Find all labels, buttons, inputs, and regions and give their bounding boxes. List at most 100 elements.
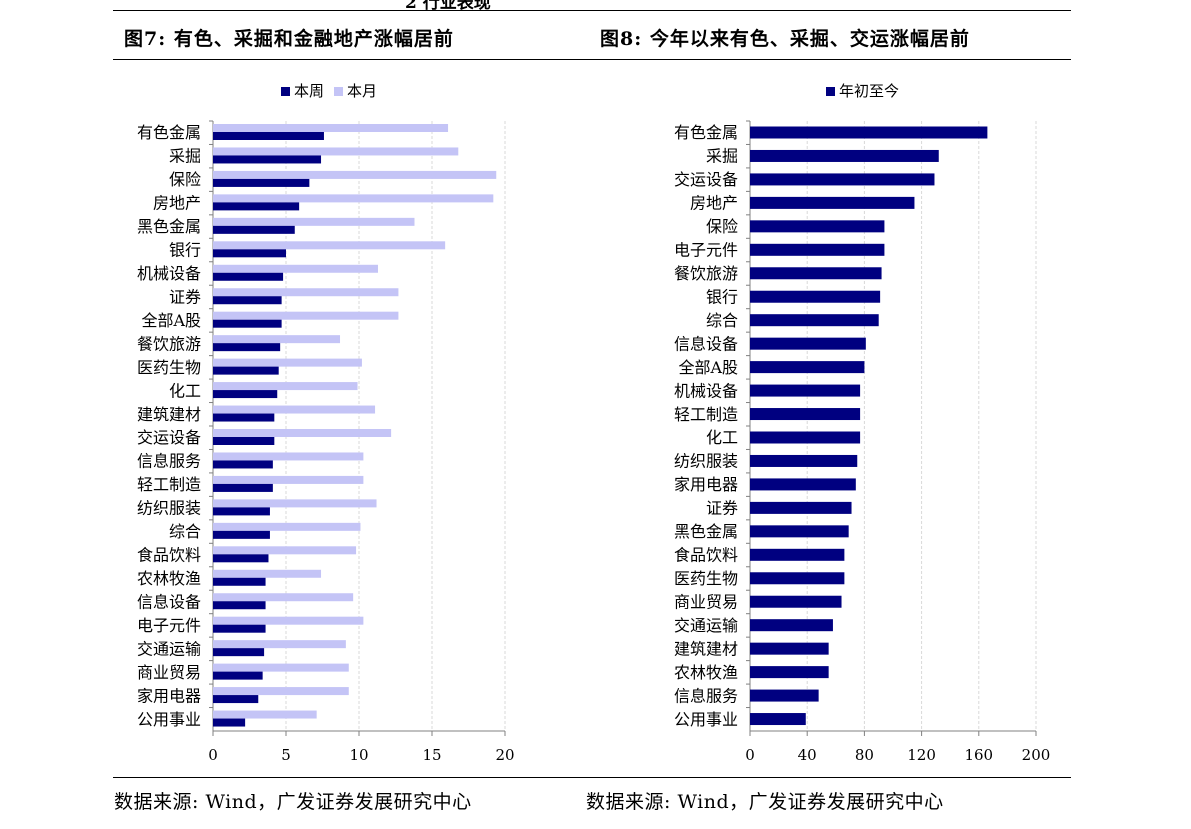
left-bar-week (213, 695, 259, 704)
left-category-label: 交通运输 (137, 639, 201, 658)
right-category-label: 轻工制造 (674, 405, 738, 424)
right-bar-ytd (750, 361, 865, 374)
left-bar-week (213, 530, 270, 539)
right-bar-ytd (750, 267, 882, 280)
right-bar-ytd (750, 126, 988, 139)
left-bar-month (213, 663, 349, 672)
left-bar-month (213, 311, 399, 320)
right-bar-ytd (750, 431, 861, 444)
right-category-label: 信息设备 (674, 334, 738, 353)
right-bar-ytd (750, 642, 829, 655)
left-category-label: 证券 (169, 287, 201, 306)
left-bar-week (213, 155, 322, 164)
right-category-label: 商业贸易 (674, 592, 738, 611)
left-category-label: 纺织服装 (137, 499, 201, 518)
left-category-label: 全部A股 (141, 311, 201, 330)
right-legend-label: 年初至今 (839, 82, 899, 100)
right-category-label: 电子元件 (674, 241, 738, 260)
right-bar-ytd (750, 572, 845, 585)
right-category-label: 纺织服装 (674, 452, 738, 471)
left-bar-week (213, 225, 295, 234)
left-legend-label: 本月 (347, 82, 377, 100)
left-bar-week (213, 272, 284, 281)
bottom-rule (113, 777, 1071, 778)
left-bar-week (213, 507, 270, 516)
right-bar-ytd (750, 220, 885, 233)
right-category-label: 全部A股 (678, 358, 738, 377)
left-bar-week (213, 296, 282, 305)
left-figure-title: 图7: 有色、采掘和金融地产涨幅居前 (124, 28, 454, 50)
right-bar-ytd (750, 548, 845, 561)
right-category-label: 交运设备 (674, 170, 738, 189)
right-bar-ytd (750, 408, 861, 421)
right-x-tick-label: 0 (745, 746, 755, 764)
left-category-label: 电子元件 (137, 616, 201, 635)
left-bar-week (213, 249, 286, 258)
left-category-label: 信息设备 (137, 592, 201, 611)
right-bar-ytd (750, 243, 885, 256)
left-bar-month (213, 382, 358, 391)
left-bar-month (213, 569, 322, 578)
right-x-tick-label: 40 (798, 746, 817, 764)
left-bar-month (213, 710, 317, 719)
right-category-label: 综合 (706, 311, 738, 330)
left-bar-month (213, 522, 361, 531)
left-category-label: 化工 (169, 381, 201, 400)
right-bar-chart: 0 40 80 120 160 200 有色金属采掘交运设备房地产保险电子元件餐饮旅游银行综… (674, 82, 1050, 764)
right-category-label: 信息服务 (674, 686, 738, 705)
top-rule (113, 10, 1071, 11)
left-category-label: 信息服务 (137, 452, 201, 471)
right-bar-ytd (750, 290, 881, 303)
section-heading-fragment: 2 行业表现 (405, 0, 491, 13)
left-category-label: 交运设备 (137, 428, 201, 447)
left-bar-month (213, 170, 497, 179)
right-category-label: 化工 (706, 428, 738, 447)
left-category-label: 轻工制造 (137, 475, 201, 494)
left-x-tick-label: 10 (349, 746, 368, 764)
right-category-label: 采掘 (706, 147, 738, 166)
left-bar-week (213, 460, 273, 469)
right-category-label: 食品饮料 (674, 546, 738, 565)
left-category-label: 建筑建材 (137, 405, 201, 424)
right-bar-ytd (750, 666, 829, 679)
right-category-label: 家用电器 (674, 475, 738, 494)
right-x-tick-label: 160 (964, 746, 993, 764)
left-bar-week (213, 202, 300, 211)
left-bar-week (213, 319, 282, 328)
left-bar-week (213, 624, 266, 633)
left-bar-week (213, 554, 269, 563)
left-bar-week (213, 671, 263, 680)
right-bar-ytd (750, 454, 858, 467)
left-bar-month (213, 546, 357, 555)
left-bar-month (213, 124, 449, 132)
right-category-label: 银行 (706, 287, 738, 306)
right-source-note: 数据来源: Wind，广发证券发展研究中心 (586, 791, 944, 813)
left-category-label: 综合 (169, 522, 201, 541)
right-category-label: 交通运输 (674, 616, 738, 635)
left-bar-month (213, 288, 399, 297)
left-category-label: 保险 (169, 170, 201, 189)
left-x-tick-label: 0 (208, 746, 218, 764)
right-figure-title: 图8: 今年以来有色、采掘、交运涨幅居前 (600, 28, 970, 50)
left-category-label: 银行 (169, 241, 201, 260)
left-x-tick-label: 5 (281, 746, 291, 764)
right-bar-ytd (750, 689, 819, 702)
left-legend-swatch (334, 87, 343, 96)
left-bar-month (213, 593, 354, 602)
right-category-label: 保险 (706, 217, 738, 236)
left-category-label: 机械设备 (137, 264, 201, 283)
left-bar-chart: 0 5 10 15 20 有色金属采掘保险房地产黑色金属银行机械设备证券全部A股餐饮旅游医… (137, 82, 515, 764)
left-category-label: 医药生物 (137, 358, 201, 377)
right-category-label: 公用事业 (674, 710, 738, 729)
right-category-label: 建筑建材 (674, 639, 738, 658)
left-bar-month (213, 452, 364, 461)
left-category-label: 餐饮旅游 (137, 334, 201, 353)
left-bar-week (213, 366, 279, 375)
left-bar-week (213, 343, 281, 352)
left-bar-month (213, 405, 376, 414)
left-category-label: 有色金属 (137, 123, 201, 142)
left-bar-month (213, 335, 341, 344)
left-bar-month (213, 429, 392, 437)
left-bar-month (213, 264, 378, 273)
